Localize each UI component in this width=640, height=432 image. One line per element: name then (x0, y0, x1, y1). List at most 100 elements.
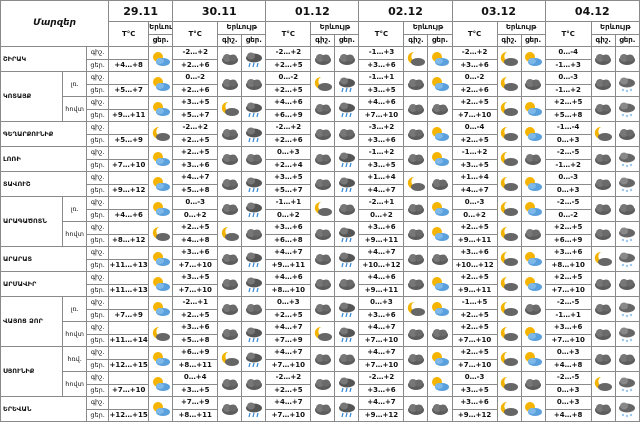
weather-icon-cell (403, 46, 429, 72)
weather-icon (498, 275, 520, 293)
weather-icon-cell (496, 396, 522, 422)
weather-icon-cell (217, 271, 243, 297)
weather-icon (616, 375, 638, 393)
weather-icon (312, 350, 334, 368)
weather-icon (429, 250, 451, 268)
weather-icon-cell (217, 171, 243, 197)
weather-icon (219, 75, 241, 93)
temp-day: 0…+3 (544, 183, 592, 197)
temp-night: +4…+7 (265, 321, 312, 335)
weather-icon-cell (520, 196, 546, 222)
night-header: գիշ. (310, 33, 336, 47)
temp-night: -1…+1 (265, 196, 312, 210)
weather-icon (219, 250, 241, 268)
temp-night: 0…-2 (172, 71, 219, 85)
weather-icon-cell (310, 221, 336, 247)
table-row: ցեր. +7…+10 +3…+6 +2…+4 +3…+5 +3…+5 -1…+2 (1, 158, 640, 172)
temp-night: +3…+6 (544, 321, 592, 335)
temp-night: 0…-4 (451, 121, 498, 135)
weather-icon (616, 275, 638, 293)
night-label: գիշ. (86, 321, 110, 335)
weather-icon (498, 150, 520, 168)
weather-icon (592, 50, 614, 68)
night-label: գիշ. (86, 171, 110, 185)
weather-icon (616, 300, 638, 318)
weather-icon-cell (148, 171, 174, 197)
weather-icon-cell (310, 171, 336, 197)
temp-night: +4…+7 (358, 246, 405, 260)
weather-icon-cell (520, 71, 546, 97)
temp-day: +6…+9 (544, 233, 592, 247)
weather-icon-cell (427, 46, 453, 72)
temp-day: +9…+11 (108, 108, 150, 122)
weather-icon (243, 75, 265, 93)
temp-day: +2…+5 (172, 133, 219, 147)
table-row: Մարզեր 29.11 30.11 01.12 02.12 03.12 04.12 (0, 0, 640, 47)
weather-icon (522, 225, 544, 243)
weather-icon-cell (496, 271, 522, 297)
weather-icon-cell (241, 96, 267, 122)
region-name: ԱՐԱՐԱՏ (0, 246, 88, 272)
date-header: 03.12 (451, 0, 546, 22)
temp-night: 0…-3 (451, 196, 498, 210)
weather-icon-cell (614, 71, 640, 97)
weather-icon-cell (614, 346, 640, 372)
weather-icon-cell (217, 396, 243, 422)
day-header: ցեր. (241, 33, 267, 47)
weather-icon (150, 100, 172, 118)
weather-icon (592, 350, 614, 368)
weather-icon (592, 125, 614, 143)
weather-icon-cell (334, 371, 360, 397)
temp-night: +4…+7 (265, 246, 312, 260)
zone-name: հռվ. (62, 346, 88, 372)
weather-icon (312, 375, 334, 393)
temp-day: +3…+5 (358, 158, 405, 172)
weather-icon (429, 100, 451, 118)
weather-icon-cell (427, 346, 453, 372)
temp-night: 0…+3 (358, 296, 405, 310)
weather-icon-cell (148, 246, 174, 272)
table-row: հովտ գիշ. +3…+6 +4…+7 +4…+7 +2…+5 +3…+6 (1, 321, 640, 347)
weather-icon-cell (403, 321, 429, 347)
table-row: ցեր. +5…+7 +2…+6 +2…+5 +3…+5 +2…+6 -1…+2 (1, 83, 640, 97)
temp-night: +3…+5 (172, 271, 219, 285)
temp-day: +3…+5 (451, 383, 498, 397)
weather-icon (522, 350, 544, 368)
weather-icon-cell (403, 396, 429, 422)
temp-day: +5…+7 (172, 108, 219, 122)
temp-night: -2…-5 (544, 146, 592, 160)
temp-day: +7…+10 (108, 383, 150, 397)
region-name: ՍՅՈՒՆԻՔ (0, 346, 64, 397)
temp-day: +2…+4 (265, 158, 312, 172)
weather-icon-cell (403, 121, 429, 147)
weather-icon-cell (496, 171, 522, 197)
temp-day: +7…+10 (544, 333, 592, 347)
weather-icon-cell (614, 371, 640, 397)
temp-night: -1…+5 (451, 296, 498, 310)
weather-icon (616, 225, 638, 243)
weather-icon (150, 250, 172, 268)
temp-day: -1…+3 (544, 58, 592, 72)
night-label: գիշ. (86, 396, 110, 410)
temp-day: +5…+7 (265, 183, 312, 197)
weather-icon (336, 325, 358, 343)
temp-night: +4…+7 (358, 396, 405, 410)
date-header: 02.12 (358, 0, 453, 22)
day-header: ցեր. (334, 33, 360, 47)
temp-day: +3…+5 (451, 158, 498, 172)
weather-icon-cell (520, 296, 546, 322)
weather-icon-cell (217, 146, 243, 172)
temp-night: +4…+7 (265, 396, 312, 410)
weather-icon-cell (148, 296, 174, 322)
weather-icon-cell (217, 46, 243, 72)
temp-night: +2…+5 (451, 346, 498, 360)
weather-icon-cell (520, 146, 546, 172)
temp-day: +7…+10 (265, 408, 312, 422)
weather-icon (522, 400, 544, 418)
weather-icon (150, 175, 172, 193)
weather-icon-cell (614, 96, 640, 122)
temp-day: -1…+2 (544, 158, 592, 172)
temp-header: T°C (265, 21, 312, 47)
weather-icon (498, 75, 520, 93)
temp-day: +9…+11 (358, 233, 405, 247)
